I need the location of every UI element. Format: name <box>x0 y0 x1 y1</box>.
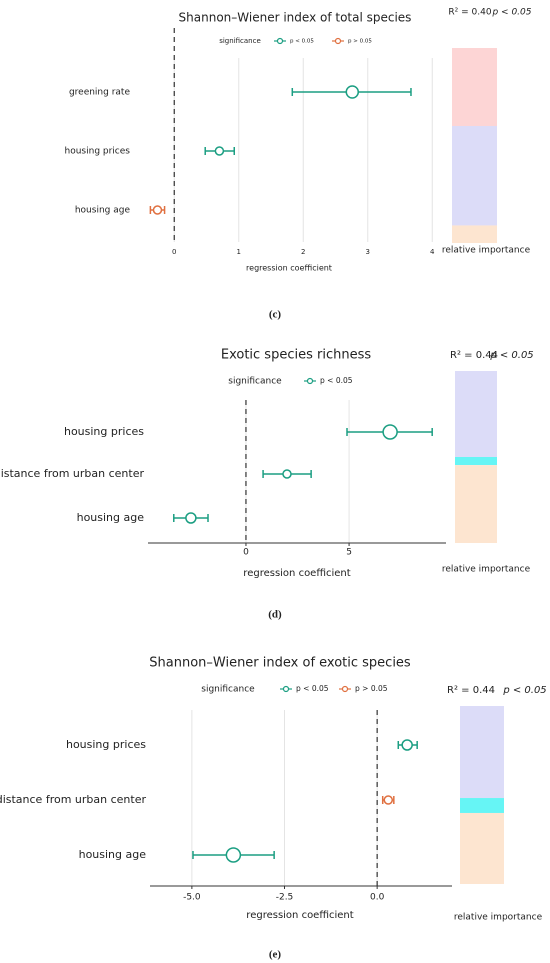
legend-title: significance <box>228 377 282 387</box>
p-label: p < 0.05 <box>489 350 533 361</box>
legend-label: p < 0.05 <box>296 684 329 693</box>
category-label: distance from urban center <box>0 467 144 480</box>
category-label: greening rate <box>69 88 131 98</box>
point <box>282 469 292 479</box>
point <box>383 795 394 805</box>
p-label: p < 0.05 <box>502 685 546 696</box>
legend-label: p > 0.05 <box>348 39 372 45</box>
importance-segment <box>460 812 504 884</box>
stat-label: R² = 0.44 <box>450 350 498 361</box>
importance-label: relative importance <box>454 913 543 923</box>
x-tick-label: 4 <box>430 248 435 256</box>
x-tick-label: 0.0 <box>370 893 385 903</box>
chart-title: Exotic species richness <box>221 348 371 363</box>
importance-segment <box>460 798 504 813</box>
p-label: p < 0.05 <box>491 8 531 18</box>
importance-segment <box>460 706 504 799</box>
x-tick-label: 3 <box>366 248 370 256</box>
importance-segment <box>452 126 497 226</box>
importance-segment <box>455 457 497 466</box>
legend-label: p < 0.05 <box>290 39 314 45</box>
legend-marker <box>306 377 314 385</box>
category-label: distance from urban center <box>0 793 146 806</box>
x-tick-label: 2 <box>301 248 305 256</box>
legend-title: significance <box>201 685 255 695</box>
point <box>382 424 398 440</box>
point <box>152 205 163 215</box>
x-tick-label: 0 <box>243 548 249 558</box>
legend-marker <box>282 685 290 693</box>
importance-segment <box>452 48 497 126</box>
stat-label: R² = 0.44 <box>447 685 495 696</box>
chart-title: Shannon–Wiener index of total species <box>179 11 412 25</box>
category-label: housing age <box>79 848 147 861</box>
point <box>401 739 413 751</box>
x-tick-label: 1 <box>237 248 241 256</box>
point <box>185 512 197 524</box>
legend-label: p < 0.05 <box>320 376 353 385</box>
point <box>214 146 225 156</box>
legend-label: p > 0.05 <box>355 684 388 693</box>
point <box>345 85 360 99</box>
category-label: housing age <box>75 206 131 216</box>
legend-title: significance <box>219 37 261 45</box>
category-label: housing age <box>77 511 145 524</box>
x-tick-label: 0 <box>172 248 176 256</box>
x-axis-label: regression coefficient <box>246 264 332 273</box>
importance-label: relative importance <box>442 565 531 575</box>
x-axis-label: regression coefficient <box>243 568 350 579</box>
importance-label: relative importance <box>442 246 531 256</box>
importance-segment <box>455 465 497 543</box>
x-tick-label: -5.0 <box>183 893 201 903</box>
legend-marker <box>276 37 284 45</box>
caption: (e) <box>269 949 282 961</box>
stat-label: R² = 0.40 <box>448 8 491 18</box>
importance-segment <box>452 225 497 243</box>
caption: (c) <box>269 309 282 321</box>
legend-marker <box>341 685 349 693</box>
category-label: housing prices <box>66 738 146 751</box>
x-tick-label: -2.5 <box>276 893 294 903</box>
importance-segment <box>455 371 497 457</box>
category-label: housing prices <box>64 425 144 438</box>
chart-title: Shannon–Wiener index of exotic species <box>149 656 411 671</box>
category-label: housing prices <box>65 147 131 157</box>
legend-marker <box>334 37 342 45</box>
x-axis-label: regression coefficient <box>246 910 353 921</box>
caption: (d) <box>268 609 282 621</box>
point <box>225 847 242 863</box>
x-tick-label: 5 <box>346 548 352 558</box>
